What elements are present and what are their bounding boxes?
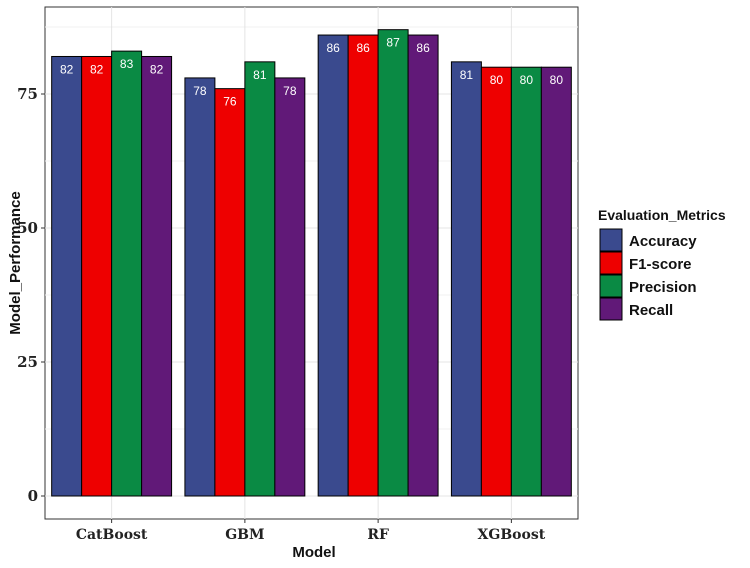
y-tick-label: 75 <box>17 85 38 103</box>
bar-recall-catboost <box>141 55 173 497</box>
bar-value-label: 82 <box>150 62 164 76</box>
legend-key-recall <box>599 297 623 321</box>
bar-value-label: 80 <box>490 73 504 87</box>
legend-label: F1-score <box>629 256 692 273</box>
bar-value-label: 82 <box>90 62 104 76</box>
y-tick-label: 25 <box>17 353 38 371</box>
x-tick-label: GBM <box>225 527 264 543</box>
bar-precision-rf <box>377 29 409 497</box>
legend-key-accuracy <box>599 228 623 252</box>
bar-value-label: 78 <box>283 84 297 98</box>
bar-precision-gbm <box>244 61 276 497</box>
bar-accuracy-xgboost <box>450 61 482 497</box>
bar-value-label: 76 <box>223 95 237 109</box>
bar-recall-gbm <box>274 77 306 497</box>
bar-value-label: 81 <box>460 68 474 82</box>
x-tick-label: XGBoost <box>478 527 546 543</box>
bar-value-label: 78 <box>193 84 207 98</box>
legend-label: Accuracy <box>629 233 697 250</box>
bar-value-label: 83 <box>120 57 134 71</box>
x-axis-title: Model <box>292 544 335 561</box>
legend-label: Precision <box>629 279 697 296</box>
bar-accuracy-rf <box>317 34 349 497</box>
bar-recall-rf <box>407 34 439 497</box>
bar-precision-catboost <box>111 50 143 497</box>
y-axis-ticks: 0 25 50 75 <box>17 85 45 505</box>
bar-recall-xgboost <box>540 66 572 497</box>
bar-value-label: 80 <box>550 73 564 87</box>
legend-key-precision <box>599 274 623 298</box>
bar-precision-xgboost <box>510 66 542 497</box>
y-tick-label: 50 <box>17 219 38 237</box>
x-tick-label: RF <box>367 527 389 543</box>
bar-labels: 82 82 83 82 78 76 81 78 86 86 87 86 81 80 80 80 <box>60 36 563 109</box>
legend-label: Recall <box>629 302 673 319</box>
bar-f1-score-catboost <box>81 55 113 497</box>
bar-value-label: 86 <box>416 41 430 55</box>
y-axis-title: Model_Performance <box>7 191 24 334</box>
bars <box>51 29 572 497</box>
bar-value-label: 82 <box>60 62 74 76</box>
bar-value-label: 86 <box>356 41 370 55</box>
bar-value-label: 80 <box>520 73 534 87</box>
legend-key-f1-score <box>599 251 623 275</box>
x-tick-label: CatBoost <box>76 527 148 543</box>
bar-value-label: 86 <box>326 41 340 55</box>
bar-f1-score-gbm <box>214 88 246 497</box>
bar-accuracy-catboost <box>51 55 83 497</box>
x-axis-ticks: CatBoost GBM RF XGBoost <box>76 519 546 543</box>
bar-f1-score-xgboost <box>480 66 512 497</box>
legend-title: Evaluation_Metrics <box>598 207 726 223</box>
legend: Evaluation_Metrics Accuracy F1-score Preci… <box>598 207 726 321</box>
y-tick-label: 0 <box>28 487 38 505</box>
bar-value-label: 87 <box>386 36 400 50</box>
bar-f1-score-rf <box>347 34 379 497</box>
bar-value-label: 81 <box>253 68 267 82</box>
bar-accuracy-gbm <box>184 77 216 497</box>
